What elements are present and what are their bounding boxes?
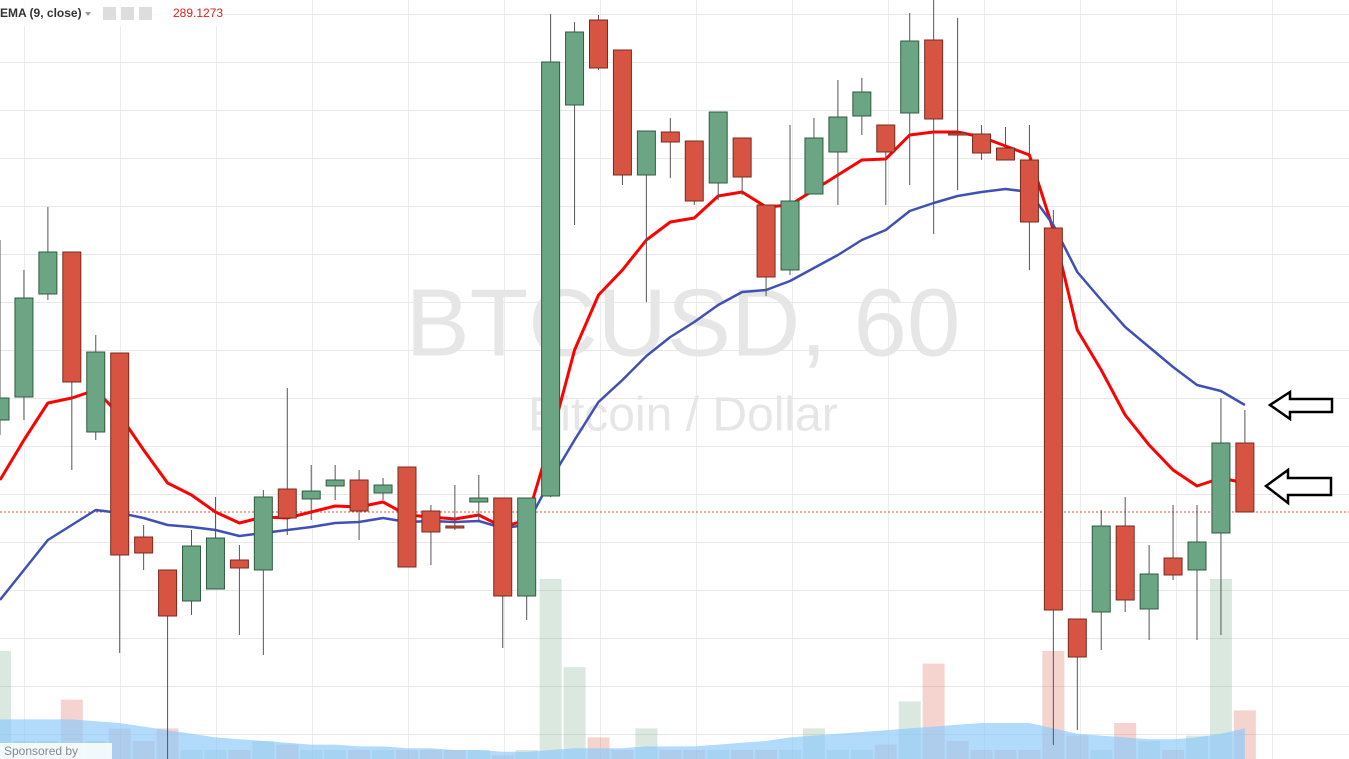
settings-icon[interactable] [103, 7, 116, 20]
candle-body [517, 497, 537, 597]
dropdown-caret[interactable] [85, 12, 91, 16]
candle-body [158, 569, 178, 617]
candle-body [229, 559, 249, 569]
candle-body [541, 61, 561, 497]
candle-body [1187, 541, 1207, 571]
indicator-value: 289.1273 [173, 6, 223, 20]
candle-body [660, 131, 680, 143]
candle-body [38, 251, 58, 295]
candle-body [732, 137, 752, 178]
candle-body [876, 124, 896, 153]
candle-body [1211, 442, 1231, 534]
sponsored-label[interactable]: Sponsored by [4, 744, 78, 758]
candle-body [253, 496, 273, 571]
candle-body [421, 510, 441, 533]
candle-body [1091, 525, 1111, 613]
candle-body [995, 147, 1015, 161]
candle-body [900, 40, 920, 114]
candle-body [852, 91, 872, 117]
candle-body [756, 204, 776, 278]
candle-body [182, 545, 202, 602]
candle-body [397, 466, 417, 568]
format-icon[interactable] [121, 7, 134, 20]
candle-body [589, 19, 608, 69]
candle-body [445, 525, 465, 529]
volume-bar [563, 667, 586, 759]
remove-icon[interactable] [139, 7, 152, 20]
candle-body [612, 49, 632, 176]
arrow-annotation [1267, 389, 1334, 422]
candle-body [1067, 618, 1087, 658]
candle-body [828, 116, 848, 153]
indicator-label[interactable]: EMA (9, close) [0, 6, 82, 20]
candle-body [373, 484, 393, 494]
candle-body [636, 130, 656, 176]
candle-body [924, 39, 944, 120]
candle-body [205, 537, 225, 590]
candle-body [972, 133, 992, 154]
candle-body [948, 132, 968, 136]
candle-body [277, 488, 297, 519]
candle-layer [0, 0, 1255, 759]
candle-body [1043, 227, 1063, 611]
candle-body [62, 251, 82, 383]
arrow-annotation [1263, 467, 1333, 506]
candle-body [1139, 573, 1159, 610]
candle-body [684, 140, 704, 202]
volume-bar [0, 651, 11, 759]
candle-body [325, 479, 345, 487]
volume-bar [1209, 579, 1232, 759]
candle-body [0, 397, 10, 421]
footer-background [0, 743, 112, 759]
candle-body [1019, 159, 1039, 223]
volume-ma-area [0, 719, 1245, 759]
candle-body [804, 137, 824, 195]
candle-body [134, 536, 154, 554]
candle-body [86, 351, 106, 433]
candle-body [349, 479, 369, 512]
candle-body [565, 31, 585, 106]
candle-body [469, 497, 489, 503]
candle-body [301, 490, 321, 500]
candle-body [110, 352, 130, 556]
candle-body [1163, 557, 1183, 576]
candle-body [493, 497, 513, 597]
candle-body [780, 200, 800, 271]
volume-bar [539, 579, 562, 759]
candle-body [14, 297, 34, 398]
watermark-description: Bitcoin / Dollar [528, 389, 837, 442]
candle-body [1235, 442, 1255, 513]
candle-body [708, 111, 728, 184]
candle-body [1115, 525, 1135, 601]
volume-layer [0, 579, 1256, 759]
watermark-symbol: BTCUSD, 60 [406, 269, 961, 376]
